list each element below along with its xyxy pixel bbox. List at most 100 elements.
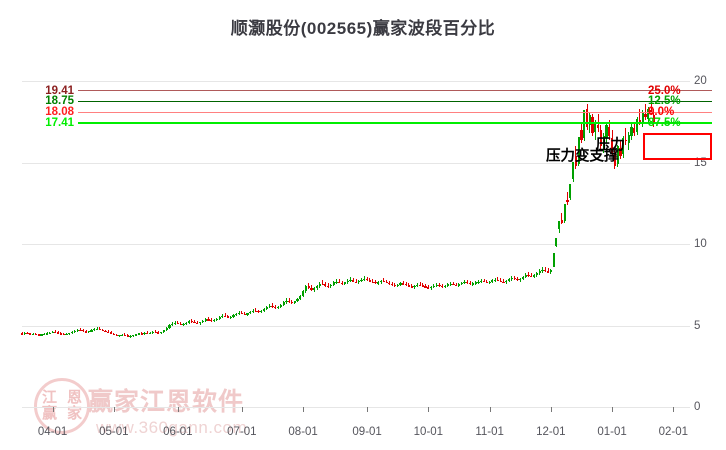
candle-body	[185, 322, 188, 324]
annotation-box[interactable]	[643, 133, 712, 160]
candle-body	[126, 335, 129, 337]
candle-wick	[439, 282, 440, 287]
candle-wick	[96, 327, 98, 331]
candle-body	[84, 331, 88, 333]
candle-wick	[244, 312, 246, 316]
candle-wick	[408, 283, 410, 288]
candle-body	[79, 329, 82, 331]
candle-wick	[54, 330, 56, 333]
candle-body	[619, 147, 622, 157]
candle-body	[379, 280, 383, 283]
watermark-url: www.360gann.com	[96, 418, 248, 437]
candle-body	[279, 304, 282, 307]
candle-body	[616, 146, 619, 165]
candle-body	[622, 138, 625, 155]
candle-wick	[141, 332, 143, 335]
level-price-label-18.75: 18.75	[45, 95, 74, 108]
candle-body	[96, 328, 99, 330]
candle-body	[221, 315, 224, 318]
candle-body	[432, 285, 436, 288]
candle-body	[566, 200, 569, 202]
gridline-y-5	[22, 325, 690, 327]
candle-body	[318, 283, 321, 287]
candle-body	[546, 271, 550, 273]
pressure-to-support-label: 压力变支撑	[546, 148, 619, 165]
candle-body	[585, 108, 589, 127]
candle-body	[224, 315, 227, 317]
candle-body	[265, 307, 269, 310]
candle-body	[199, 322, 202, 324]
candle-wick	[411, 284, 413, 289]
candle-body	[327, 285, 330, 287]
candle-body	[268, 305, 271, 308]
gridline-y-15	[22, 162, 690, 164]
candle-body	[160, 332, 163, 334]
candle-body	[82, 330, 85, 332]
candle-wick	[241, 310, 243, 315]
candle-body	[112, 333, 115, 336]
candle-body	[254, 310, 257, 312]
candle-wick	[196, 320, 198, 324]
candle-body	[310, 288, 313, 290]
level-line-19.41	[78, 89, 712, 92]
candle-body	[416, 284, 419, 287]
candle-body	[580, 129, 583, 140]
candle-wick	[285, 298, 287, 304]
candle-body	[65, 333, 68, 336]
candle-body	[516, 279, 519, 281]
candle-body	[385, 281, 388, 283]
candle-body	[173, 322, 177, 325]
candle-body	[107, 331, 110, 333]
candle-wick	[425, 284, 427, 289]
candle-body	[20, 333, 24, 335]
candle-wick	[272, 303, 273, 308]
candle-body	[109, 332, 113, 334]
candle-body	[527, 275, 530, 277]
candle-body	[460, 282, 463, 285]
candle-body	[32, 333, 35, 336]
candle-wick	[363, 276, 365, 281]
candle-body	[466, 282, 469, 284]
gridline-y-10	[22, 244, 690, 246]
candle-wick	[291, 299, 293, 304]
level-price-label-17.41: 17.41	[45, 117, 74, 130]
candle-body	[271, 305, 274, 308]
candle-body	[34, 333, 37, 336]
candle-body	[249, 311, 252, 314]
candle-body	[535, 273, 538, 276]
candle-body	[388, 282, 391, 285]
x-tick-11-01	[489, 407, 491, 412]
candle-body	[104, 331, 107, 333]
candle-body	[382, 280, 385, 283]
candle-body	[538, 271, 541, 274]
x-axis-label-04-01: 04-01	[37, 426, 68, 438]
candle-wick	[355, 279, 357, 284]
candle-wick	[528, 271, 530, 277]
candle-body	[235, 313, 238, 316]
candle-body	[563, 204, 566, 222]
candle-body	[530, 275, 533, 277]
x-axis-label-07-01: 07-01	[227, 426, 257, 438]
candle-body	[569, 184, 572, 199]
candle-body	[363, 278, 366, 281]
candle-body	[346, 280, 349, 283]
x-tick-02-01	[673, 407, 675, 412]
watermark-brand: 赢家江恩软件	[88, 388, 245, 416]
candle-body	[304, 286, 307, 292]
candle-body	[588, 115, 591, 126]
candle-body	[521, 276, 525, 279]
candle-wick	[419, 282, 421, 287]
candle-body	[424, 286, 427, 288]
candle-wick	[349, 277, 351, 282]
candle-wick	[372, 279, 374, 284]
candle-body	[121, 334, 124, 336]
candle-body	[285, 301, 288, 303]
candle-body	[558, 220, 561, 230]
candle-wick	[547, 268, 549, 274]
candle-wick	[191, 319, 193, 323]
candle-body	[62, 333, 65, 335]
candle-body	[524, 275, 527, 277]
candle-body	[391, 284, 394, 286]
candle-body	[296, 299, 299, 302]
